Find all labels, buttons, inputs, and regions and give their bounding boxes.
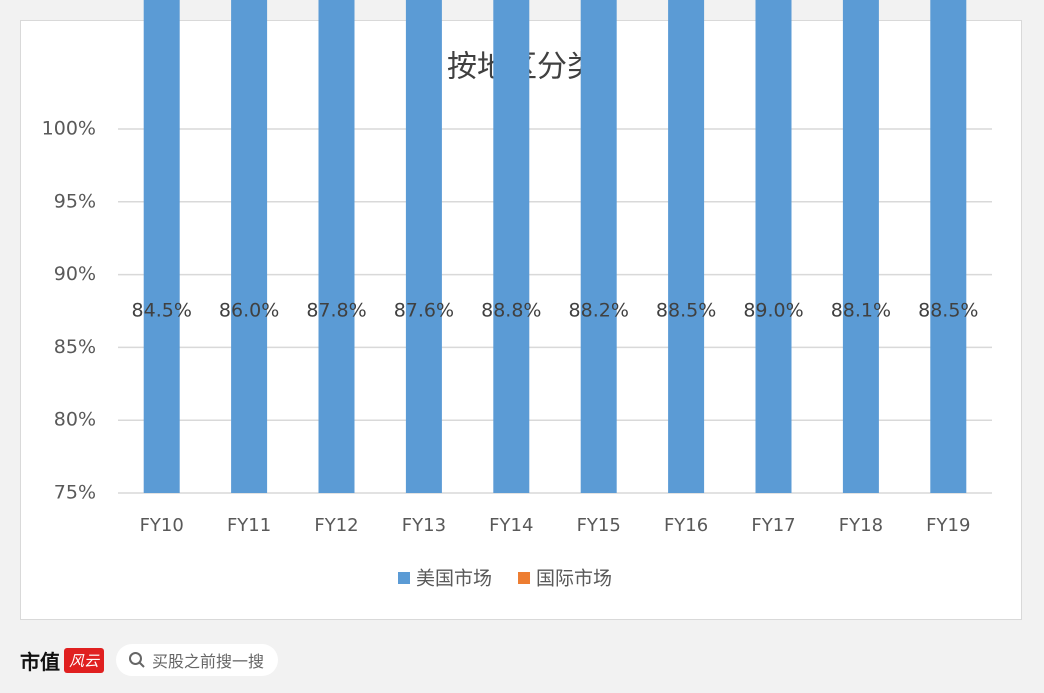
x-tick-label: FY17	[751, 515, 795, 536]
x-tick-label: FY16	[664, 515, 708, 536]
chart: 按地区分类 75%80%85%90%95%100%FY1084.5%15.6%F…	[42, 0, 992, 590]
bar-segment	[143, 0, 180, 493]
search-box[interactable]: 买股之前搜一搜	[116, 644, 279, 676]
x-tick-label: FY19	[926, 515, 970, 536]
brand: 市值	[20, 649, 60, 674]
y-tick-label: 95%	[54, 190, 96, 212]
x-tick-label: FY18	[839, 515, 883, 536]
x-tick-label: FY14	[489, 515, 533, 536]
data-label: 88.8%	[481, 300, 541, 322]
y-tick-label: 75%	[54, 482, 96, 504]
search-placeholder: 买股之前搜一搜	[152, 652, 265, 671]
y-tick-label: 85%	[54, 336, 96, 358]
bar-segment	[930, 0, 967, 494]
data-label: 87.6%	[394, 300, 454, 322]
bar-segment	[580, 0, 617, 493]
legend-label: 美国市场	[416, 568, 492, 590]
bar-segment	[493, 0, 530, 493]
bar-segment	[668, 0, 705, 494]
bar-segment	[231, 0, 268, 494]
footer: 市值 风云 买股之前搜一搜	[20, 640, 279, 680]
data-label: 88.2%	[569, 300, 629, 322]
y-tick-label: 100%	[42, 118, 96, 140]
y-tick-label: 90%	[54, 263, 96, 285]
data-label: 89.0%	[743, 300, 803, 322]
legend-label: 国际市场	[536, 568, 612, 590]
legend-swatch	[518, 572, 531, 584]
legend-swatch	[398, 572, 410, 584]
data-label: 86.0%	[219, 300, 279, 322]
bar-segment	[318, 0, 355, 494]
data-label: 87.8%	[306, 300, 366, 322]
data-label: 88.1%	[831, 300, 891, 322]
bar-segment	[405, 0, 442, 494]
x-tick-label: FY11	[227, 515, 271, 536]
x-tick-label: FY13	[402, 515, 446, 536]
search-icon	[129, 652, 145, 668]
y-tick-label: 80%	[54, 409, 96, 431]
data-label: 84.5%	[132, 300, 192, 322]
data-label: 88.5%	[656, 300, 716, 322]
brand-logo: 风云	[64, 647, 105, 673]
bar-segment	[755, 0, 792, 493]
x-tick-label: FY12	[314, 515, 358, 536]
x-tick-label: FY15	[577, 515, 621, 536]
x-tick-label: FY10	[140, 515, 184, 536]
data-label: 88.5%	[918, 300, 978, 322]
bar-segment	[842, 0, 879, 493]
